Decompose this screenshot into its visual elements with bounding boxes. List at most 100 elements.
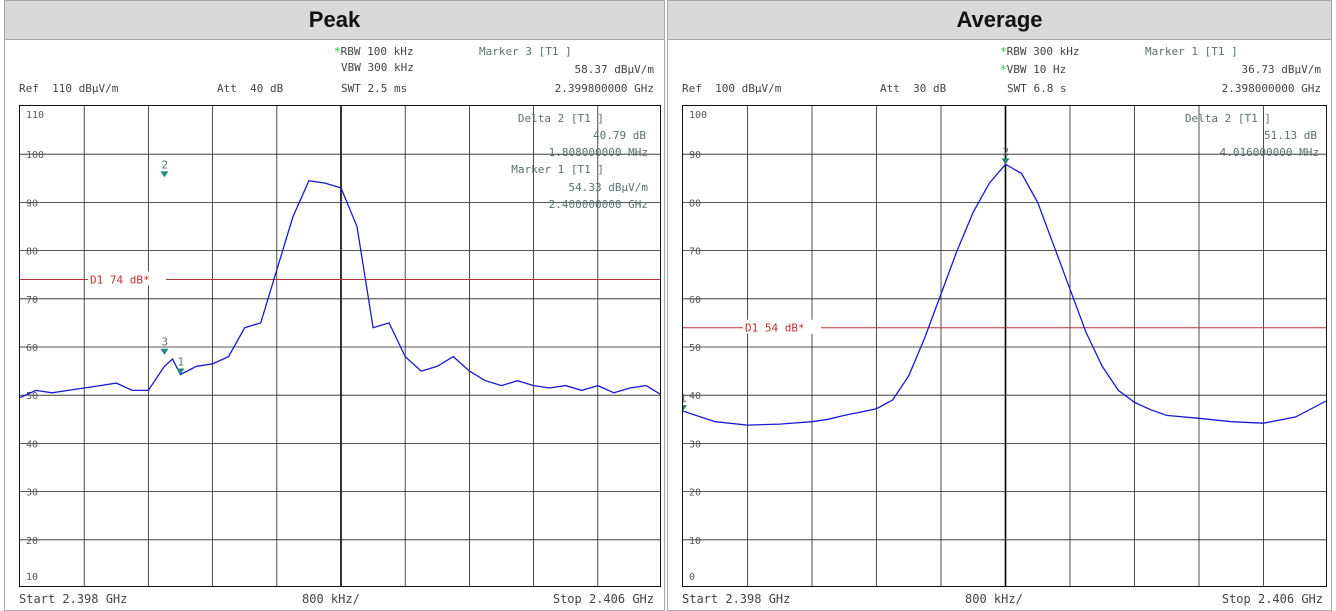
tick-label-bg bbox=[23, 149, 43, 160]
tick-label-bg bbox=[686, 294, 706, 305]
y-tick-label: 60 bbox=[689, 295, 701, 306]
marker-freq: 2.399800000 GHz bbox=[554, 82, 654, 95]
average-chart-svg: 0 10 20 30 40 50 60 70 80 90 100 D1 54 dB* 1 2 bbox=[683, 106, 1326, 586]
panel-title: Peak bbox=[5, 1, 664, 40]
stop-freq: Stop 2.406 GHz bbox=[552, 592, 654, 606]
marker2-value: 54.33 dBµV/m bbox=[568, 181, 648, 194]
average-plot: 0 10 20 30 40 50 60 70 80 90 100 D1 54 dB* 1 2 bbox=[682, 105, 1327, 587]
y-tick-label: 40 bbox=[26, 439, 38, 450]
marker-triangle bbox=[176, 368, 185, 375]
att-label: Att 40 dB bbox=[217, 82, 284, 95]
div-label: 800 kHz/ bbox=[965, 592, 1023, 606]
delta-freq: 4.016000000 MHz bbox=[1219, 146, 1319, 159]
y-tick-label: 100 bbox=[689, 110, 707, 121]
average-panel: Average *RBW 300 kHz *VBW 10 Hz SWT 6.8 … bbox=[667, 0, 1332, 611]
tick-label-bg bbox=[23, 342, 43, 353]
modified-star-icon: * bbox=[1000, 63, 1007, 76]
ref-label: Ref 110 dBµV/m bbox=[19, 82, 119, 95]
delta-title: Delta 2 [T1 ] bbox=[517, 112, 604, 125]
limit-label-bg bbox=[88, 271, 166, 286]
y-tick-label: 100 bbox=[26, 150, 44, 161]
limit-line-label: D1 54 dB* bbox=[745, 322, 805, 335]
marker-number: 2 bbox=[161, 158, 168, 171]
marker-triangle bbox=[683, 405, 687, 412]
spectrum-trace bbox=[683, 163, 1326, 426]
swt-label: SWT 6.8 s bbox=[1007, 82, 1067, 95]
tick-label-bg bbox=[686, 342, 706, 353]
vbw-value: VBW 10 Hz bbox=[1006, 63, 1067, 76]
marker2-title: Marker 1 [T1 ] bbox=[511, 163, 604, 176]
marker-title: Marker 3 [T1 ] bbox=[479, 45, 572, 58]
tick-label-bg bbox=[23, 197, 43, 208]
delta-freq: 1.808000000 MHz bbox=[548, 146, 648, 159]
stop-freq: Stop 2.406 GHz bbox=[1221, 592, 1323, 606]
marker-number: 1 bbox=[683, 392, 687, 405]
modified-star-icon: * bbox=[334, 45, 341, 58]
rbw-label: *RBW 100 kHz bbox=[334, 45, 413, 58]
y-tick-label: 80 bbox=[26, 247, 38, 258]
spectrum-trace bbox=[20, 179, 660, 399]
swt-label: SWT 2.5 ms bbox=[341, 82, 408, 95]
marker-value: 58.37 dBµV/m bbox=[574, 63, 654, 76]
y-tick-label: 30 bbox=[689, 439, 701, 450]
y-tick-label: 50 bbox=[689, 343, 701, 354]
y-tick-label: 40 bbox=[689, 391, 701, 402]
marker-number: 2 bbox=[1003, 145, 1010, 158]
tick-label-bg bbox=[686, 535, 706, 546]
att-label: Att 30 dB bbox=[880, 82, 947, 95]
marker-number: 3 bbox=[161, 336, 168, 349]
y-tick-label: 90 bbox=[26, 198, 38, 209]
y-tick-label: 20 bbox=[689, 488, 701, 499]
marker-freq: 2.398000000 GHz bbox=[1221, 82, 1321, 95]
peak-panel: Peak *RBW 100 kHz VBW 300 kHz SWT 2.5 ms… bbox=[4, 0, 665, 611]
y-tick-label: 10 bbox=[689, 536, 701, 547]
y-tick-label: 110 bbox=[26, 110, 44, 121]
div-label: 800 kHz/ bbox=[302, 592, 360, 606]
limit-line-label: D1 74 dB* bbox=[90, 274, 150, 287]
y-tick-label: 60 bbox=[26, 343, 38, 354]
marker-triangle bbox=[1001, 158, 1010, 165]
y-tick-label: 10 bbox=[26, 572, 38, 583]
tick-label-bg bbox=[686, 390, 706, 401]
marker-title: Marker 1 [T1 ] bbox=[1145, 45, 1238, 58]
tick-label-bg bbox=[23, 535, 43, 546]
peak-plot: 10 20 30 40 50 60 70 80 90 100 110 D1 74 dB* 1 2 3 bbox=[19, 105, 661, 587]
modified-star-icon: * bbox=[1000, 45, 1007, 58]
delta-value: 51.13 dB bbox=[1264, 129, 1317, 142]
tick-label-bg bbox=[23, 294, 43, 305]
y-tick-label: 80 bbox=[689, 198, 701, 209]
tick-label-bg bbox=[23, 438, 43, 449]
peak-chart-svg: 10 20 30 40 50 60 70 80 90 100 110 D1 74 dB* 1 2 3 bbox=[20, 106, 660, 586]
delta-title: Delta 2 [T1 ] bbox=[1184, 112, 1271, 125]
y-tick-label: 0 bbox=[689, 572, 695, 583]
marker-triangle bbox=[160, 348, 169, 355]
marker-triangle bbox=[160, 171, 169, 178]
rbw-value: RBW 100 kHz bbox=[340, 45, 414, 58]
rbw-value: RBW 300 kHz bbox=[1006, 45, 1080, 58]
y-tick-label: 70 bbox=[689, 247, 701, 258]
tick-label-bg bbox=[686, 149, 706, 160]
vbw-label: VBW 300 kHz bbox=[341, 61, 414, 74]
y-tick-label: 30 bbox=[26, 488, 38, 499]
delta-value: 40.79 dB bbox=[593, 129, 646, 142]
start-freq: Start 2.398 GHz bbox=[19, 592, 128, 606]
tick-label-bg bbox=[686, 438, 706, 449]
y-tick-label: 70 bbox=[26, 295, 38, 306]
panel-title: Average bbox=[668, 1, 1331, 40]
vbw-label: *VBW 10 Hz bbox=[1000, 63, 1066, 76]
tick-label-bg bbox=[686, 197, 706, 208]
rbw-label: *RBW 300 kHz bbox=[1000, 45, 1079, 58]
tick-label-bg bbox=[686, 487, 706, 498]
y-tick-label: 90 bbox=[689, 150, 701, 161]
marker-number: 1 bbox=[178, 355, 185, 368]
y-tick-label: 20 bbox=[26, 536, 38, 547]
y-tick-label: 50 bbox=[26, 391, 38, 402]
ref-label: Ref 100 dBµV/m bbox=[682, 82, 782, 95]
marker-value: 36.73 dBµV/m bbox=[1241, 63, 1321, 76]
limit-label-bg bbox=[743, 319, 821, 334]
tick-label-bg bbox=[686, 246, 706, 257]
tick-label-bg bbox=[23, 487, 43, 498]
marker2-freq: 2.400000000 GHz bbox=[548, 198, 648, 211]
tick-label-bg bbox=[23, 246, 43, 257]
start-freq: Start 2.398 GHz bbox=[682, 592, 791, 606]
